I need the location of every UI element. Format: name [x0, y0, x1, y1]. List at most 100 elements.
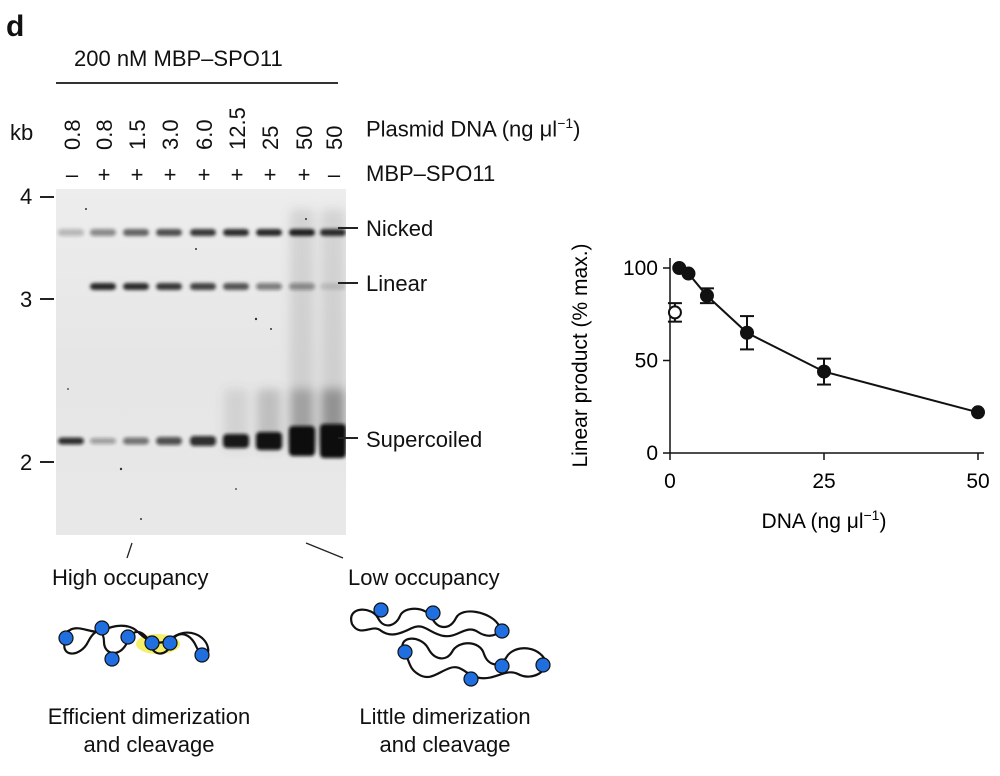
y-tick-label: 50: [635, 350, 658, 373]
x-tick-label: 25: [812, 470, 835, 493]
protein-dot: [373, 602, 389, 618]
lane-protein-sign: +: [97, 162, 111, 187]
mbp-spo11-label: MBP–SPO11: [366, 161, 496, 186]
condition-rule: [56, 82, 338, 84]
protein-dot: [58, 630, 74, 646]
gel-band-supercoiled: [223, 434, 249, 448]
x-axis-label: DNA (ng μl−1): [762, 507, 887, 533]
gel-band-nicked: [123, 229, 149, 236]
gel-band-supercoiled: [58, 437, 84, 445]
protein-dot: [463, 671, 479, 687]
caption-line: and cleavage: [379, 732, 511, 757]
lane-concentration-text: 50: [322, 125, 347, 150]
gel-band-supercoiled: [320, 424, 346, 458]
gel-image: [56, 189, 346, 535]
gel-band-nicked: [190, 229, 216, 236]
gel-band-nicked: [320, 229, 346, 236]
kb-label: kb: [10, 120, 34, 145]
data-point: [681, 266, 696, 281]
lane-protein-sign: +: [163, 162, 177, 187]
lane-protein-sign: +: [263, 162, 277, 187]
caption-line: Little dimerization: [359, 704, 531, 729]
gel-band-nicked: [90, 229, 116, 236]
marker-label-3kb: 3: [20, 287, 33, 312]
linear-label: Linear: [366, 271, 428, 296]
marker-tick-3kb: [40, 298, 54, 300]
protein-dot: [425, 605, 441, 621]
data-point: [740, 325, 754, 340]
lane-concentration-text: 50: [292, 125, 317, 150]
gel-smear: [290, 209, 314, 449]
lane-protein-sign: –: [65, 162, 79, 187]
marker-label-2kb: 2: [20, 450, 33, 475]
gel-smear: [321, 209, 345, 449]
gel-band-supercoiled: [190, 436, 216, 446]
gel-band-nicked: [289, 229, 315, 236]
gel-band-nicked: [58, 229, 84, 236]
protein-dot: [162, 635, 178, 651]
gel-band-supercoiled: [90, 438, 116, 444]
caption-line: and cleavage: [83, 732, 215, 757]
high-occupancy-label: High occupancy: [52, 565, 209, 590]
caption-low-occupancy: Little dimerization and cleavage: [330, 703, 560, 759]
lane-concentration-text: 12.5: [225, 107, 250, 150]
dna-loop-low-1: [350, 607, 501, 638]
lane-protein-sign: +: [130, 162, 144, 187]
x-tick-label: 0: [664, 470, 676, 493]
lane-concentration-text: 3.0: [158, 119, 183, 150]
protein-dot: [144, 635, 160, 651]
gel-band-linear: [90, 283, 116, 290]
low-occupancy-label: Low occupancy: [348, 565, 500, 590]
y-axis-label: Linear product (% max.): [569, 243, 592, 467]
data-point: [971, 405, 985, 420]
data-point: [817, 364, 831, 379]
lane-protein-sign: +: [197, 162, 211, 187]
marker-tick-2kb: [40, 461, 54, 463]
gel-band-nicked: [223, 229, 249, 236]
supercoiled-band-pointer: [338, 437, 358, 439]
lane-concentration-text: 0.8: [60, 119, 85, 150]
y-tick-label: 100: [623, 257, 658, 280]
series-line: [678, 267, 979, 414]
caption-line: Efficient dimerization: [47, 704, 251, 729]
lane-concentration-text: 25: [258, 125, 283, 150]
gel-band-nicked: [256, 229, 282, 236]
lane-protein-sign: +: [297, 162, 311, 187]
protein-dot: [494, 623, 510, 639]
x-tick-label: 50: [966, 470, 989, 493]
gel-band-linear: [123, 283, 149, 290]
protein-dot: [94, 620, 110, 636]
protein-dot: [494, 658, 510, 674]
lane-protein-sign: +: [230, 162, 244, 187]
gel-band-nicked: [156, 229, 182, 236]
high-occupancy-pointer: [126, 542, 133, 559]
dna-loop-high: [61, 624, 210, 656]
protein-dot: [194, 647, 210, 663]
linear-band-pointer: [338, 282, 358, 284]
data-point: [699, 288, 714, 303]
gel-band-linear: [256, 283, 282, 290]
nicked-band-pointer: [338, 227, 358, 229]
plasmid-dna-label: Plasmid DNA (ng μl−1): [366, 115, 581, 142]
protein-dot: [104, 651, 120, 667]
gel-band-supercoiled: [156, 437, 182, 445]
lane-concentration-text: 6.0: [192, 119, 217, 150]
occupancy-schematic: [58, 542, 551, 687]
gel-band-linear: [190, 283, 216, 290]
protein-dot: [120, 629, 136, 645]
gel-band-linear: [320, 283, 346, 290]
gel-band-supercoiled: [256, 432, 282, 450]
lane-protein-sign: –: [327, 162, 341, 187]
protein-dot: [535, 657, 551, 673]
data-point-open: [667, 305, 682, 320]
nicked-label: Nicked: [366, 216, 434, 241]
gel-band-supercoiled: [289, 426, 315, 456]
gel-band-linear: [223, 283, 249, 290]
low-occupancy-pointer: [305, 542, 344, 559]
panel-label: d: [6, 10, 25, 43]
gel-band-linear: [289, 283, 315, 290]
gel-band-supercoiled: [123, 437, 149, 445]
caption-high-occupancy: Efficient dimerization and cleavage: [24, 703, 274, 759]
lane-concentration-text: 0.8: [92, 119, 117, 150]
protein-dot: [397, 644, 413, 660]
